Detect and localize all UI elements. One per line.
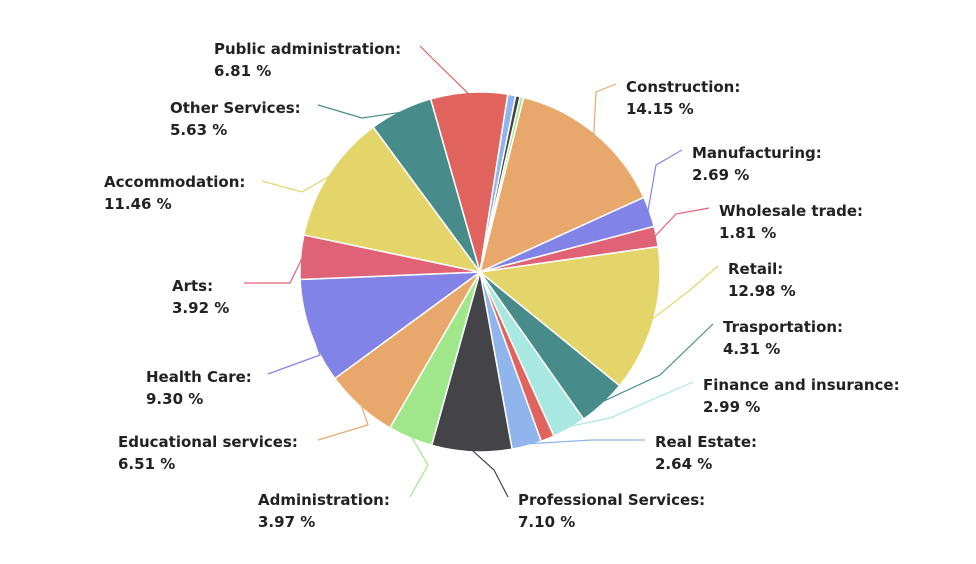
label-public-administration: Public administration:	[214, 40, 401, 58]
value-label-finance-and-insurance: 2.99 %	[703, 398, 760, 416]
connector-health-care	[267, 330, 321, 375]
connector-administration	[409, 435, 429, 498]
value-label-construction: 14.15 %	[626, 100, 694, 118]
connector-trasportation	[601, 323, 714, 403]
pie-slice-accommodation	[302, 126, 482, 274]
label-health-care: Health Care:	[146, 368, 252, 386]
connectors-layer	[244, 45, 719, 498]
connector-educational-services	[317, 404, 369, 441]
connector-arts	[244, 257, 304, 284]
pie-slice-construction	[478, 96, 645, 274]
connector-wholesale-trade	[654, 207, 710, 238]
label-educational-services: Educational services:	[118, 433, 298, 451]
value-label-public-administration: 6.81 %	[214, 62, 271, 80]
value-label-other-services: 5.63 %	[170, 121, 227, 139]
labels-layer: Construction: 14.15 % Manufacturing: 2.69 %…	[104, 40, 900, 531]
value-label-retail: 12.98 %	[728, 282, 796, 300]
connector-real-estate	[526, 439, 645, 445]
label-construction: Construction:	[626, 78, 740, 96]
value-label-educational-services: 6.51 %	[118, 455, 175, 473]
slices-layer	[299, 91, 661, 453]
connector-accommodation	[261, 175, 331, 193]
connector-finance-and-insurance	[568, 381, 694, 428]
connector-retail	[651, 265, 719, 321]
label-finance-and-insurance: Finance and insurance:	[703, 376, 900, 394]
connector-professional-services	[471, 449, 509, 498]
value-label-arts: 3.92 %	[172, 299, 229, 317]
label-other-services: Other Services:	[170, 99, 301, 117]
label-trasportation: Trasportation:	[723, 318, 843, 336]
value-label-manufacturing: 2.69 %	[692, 166, 749, 184]
pie-slice-unlabeled-18	[479, 95, 525, 273]
pie-slice-retail	[478, 245, 661, 387]
label-accommodation: Accommodation:	[104, 173, 245, 191]
label-manufacturing: Manufacturing:	[692, 144, 822, 162]
label-professional-services: Professional Services:	[518, 491, 705, 509]
value-label-trasportation: 4.31 %	[723, 340, 780, 358]
label-wholesale-trade: Wholesale trade:	[719, 202, 863, 220]
value-label-health-care: 9.30 %	[146, 390, 203, 408]
label-real-estate: Real Estate:	[655, 433, 757, 451]
label-retail: Retail:	[728, 260, 783, 278]
value-label-real-estate: 2.64 %	[655, 455, 712, 473]
label-arts: Arts:	[172, 277, 213, 295]
connector-construction	[593, 83, 617, 136]
pie-slice-health-care	[299, 271, 483, 380]
value-label-professional-services: 7.10 %	[518, 513, 575, 531]
value-label-wholesale-trade: 1.81 %	[719, 224, 776, 242]
label-administration: Administration:	[258, 491, 390, 509]
value-label-administration: 3.97 %	[258, 513, 315, 531]
connector-other-services	[317, 104, 402, 119]
connector-public-administration	[419, 45, 470, 95]
value-label-accommodation: 11.46 %	[104, 195, 172, 213]
connector-manufacturing	[647, 149, 683, 213]
